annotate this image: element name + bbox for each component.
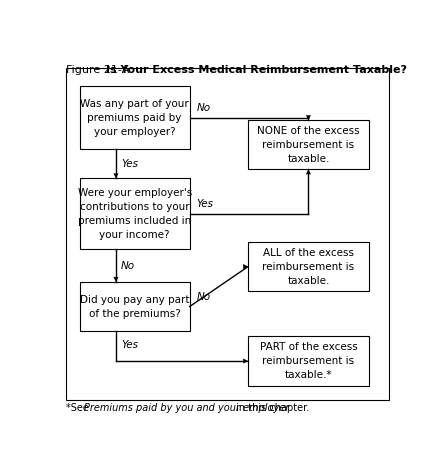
Text: Yes: Yes bbox=[121, 159, 138, 169]
Bar bbox=[248, 242, 369, 291]
Text: in this chapter.: in this chapter. bbox=[234, 403, 309, 413]
Bar bbox=[79, 86, 190, 149]
Bar bbox=[79, 178, 190, 249]
Text: ALL of the excess
reimbursement is
taxable.: ALL of the excess reimbursement is taxab… bbox=[262, 247, 354, 286]
Text: Figure 21-A.: Figure 21-A. bbox=[66, 65, 136, 75]
Text: Were your employer's
contributions to your
premiums included in
your income?: Were your employer's contributions to yo… bbox=[78, 188, 192, 240]
Text: Did you pay any part
of the premiums?: Did you pay any part of the premiums? bbox=[80, 295, 190, 319]
Bar bbox=[248, 337, 369, 386]
Text: NONE of the excess
reimbursement is
taxable.: NONE of the excess reimbursement is taxa… bbox=[257, 126, 360, 164]
Bar bbox=[79, 282, 190, 331]
Text: No: No bbox=[121, 261, 135, 270]
Text: *See: *See bbox=[66, 403, 92, 413]
Text: No: No bbox=[197, 103, 211, 113]
Text: Premiums paid by you and your employer: Premiums paid by you and your employer bbox=[84, 403, 289, 413]
Text: Yes: Yes bbox=[197, 200, 214, 210]
Text: Was any part of your
premiums paid by
your employer?: Was any part of your premiums paid by yo… bbox=[80, 99, 189, 136]
Text: No: No bbox=[197, 292, 211, 302]
Bar bbox=[248, 120, 369, 169]
Text: PART of the excess
reimbursement is
taxable.*: PART of the excess reimbursement is taxa… bbox=[260, 342, 357, 380]
Text: Is Your Excess Medical Reimbursement Taxable?: Is Your Excess Medical Reimbursement Tax… bbox=[107, 65, 408, 75]
Text: Yes: Yes bbox=[121, 340, 138, 350]
